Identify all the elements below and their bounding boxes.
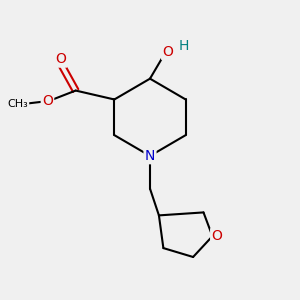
Text: N: N [145, 149, 155, 163]
Text: CH₃: CH₃ [8, 99, 28, 109]
Text: H: H [179, 39, 189, 53]
Text: O: O [212, 229, 222, 243]
Text: O: O [42, 94, 53, 108]
Text: O: O [56, 52, 66, 66]
Text: O: O [162, 45, 173, 59]
